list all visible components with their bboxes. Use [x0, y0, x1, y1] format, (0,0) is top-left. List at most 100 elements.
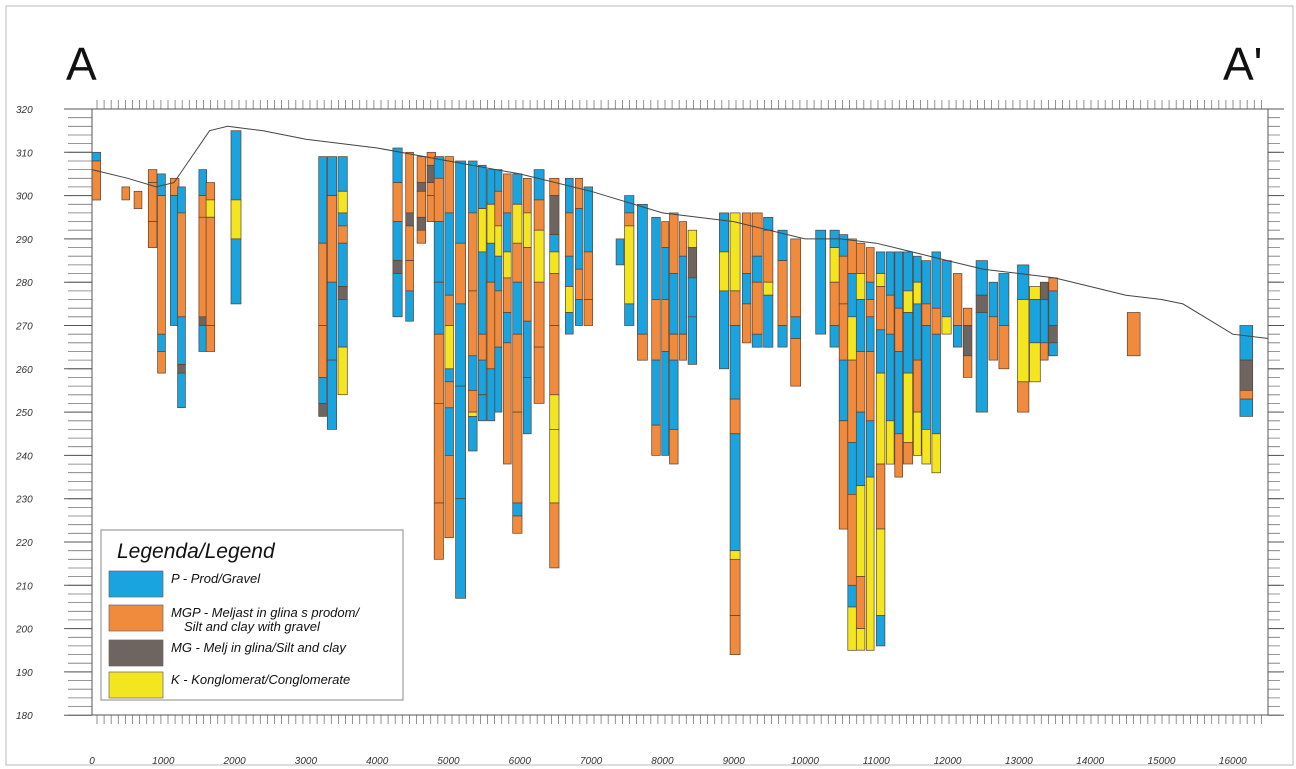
layer-mgp [962, 355, 973, 378]
section-start-label: A [66, 38, 97, 90]
layer-mg [687, 247, 698, 279]
layer-mg [1039, 281, 1049, 300]
borehole [468, 160, 478, 452]
layer-p [512, 502, 523, 517]
layer-p [337, 242, 348, 287]
borehole [941, 260, 952, 335]
layer-p [405, 290, 414, 322]
borehole [661, 221, 670, 456]
borehole [998, 273, 1010, 370]
layer-p [468, 355, 478, 391]
layer-p [894, 351, 903, 435]
layer-k [855, 273, 866, 300]
borehole [865, 247, 875, 651]
layer-k [729, 550, 741, 560]
layer-mgp [503, 173, 512, 214]
legend-swatch-mg [108, 639, 164, 667]
y-tick-label: 260 [15, 365, 33, 376]
layer-mgp [444, 381, 454, 409]
borehole [790, 238, 802, 387]
borehole [962, 307, 973, 378]
layer-p [177, 372, 186, 409]
layer-p [741, 273, 752, 305]
layer-k [921, 429, 931, 465]
layer-p [637, 203, 648, 335]
layer-mg [975, 294, 988, 313]
layer-p [326, 281, 337, 361]
x-tick-label: 9000 [723, 756, 746, 767]
layer-mg [549, 195, 560, 235]
layer-k [549, 251, 560, 274]
borehole [426, 151, 437, 222]
layer-mgp [444, 455, 454, 539]
legend-swatch-p [108, 570, 164, 598]
layer-k [719, 251, 730, 292]
layer-p [455, 385, 466, 500]
layer-k [468, 411, 478, 417]
borehole [1048, 277, 1058, 357]
layer-p [913, 255, 922, 283]
layer-p [1239, 398, 1254, 417]
layer-k [230, 199, 242, 240]
y-tick-label: 240 [15, 451, 33, 462]
layer-mg [392, 260, 403, 274]
layer-p [455, 498, 466, 599]
x-tick-label: 12000 [934, 756, 962, 767]
layer-mgp [433, 177, 444, 222]
borehole [624, 195, 635, 326]
layer-mgp [549, 325, 560, 396]
layer-p [651, 216, 661, 300]
layer-mgp [751, 212, 763, 257]
layer-p [157, 333, 166, 352]
borehole [337, 156, 348, 396]
layer-p [444, 368, 454, 383]
layer-p [903, 251, 914, 292]
x-tick-label: 11000 [863, 756, 891, 767]
y-tick-label: 230 [15, 495, 33, 506]
layer-mg [318, 403, 327, 417]
legend-label-k: K - Konglomerat/Conglomerate [171, 672, 350, 687]
layer-k [903, 290, 914, 313]
borehole [1239, 325, 1254, 417]
layer-mgp [637, 333, 648, 361]
layer-p [847, 273, 857, 318]
layer-k [486, 203, 496, 244]
layer-p [575, 208, 583, 270]
layer-p [777, 325, 788, 348]
layer-mgp [416, 156, 427, 183]
layer-mgp [624, 212, 635, 227]
x-tick-label: 0 [89, 756, 95, 767]
layer-mgp [318, 242, 327, 326]
layer-mgp [494, 290, 503, 348]
layer-p [1048, 290, 1058, 326]
borehole [455, 160, 466, 599]
layer-mgp [829, 281, 840, 326]
borehole [478, 164, 487, 422]
layer-mgp [1126, 312, 1141, 357]
layer-p [885, 333, 895, 422]
layer-p [583, 186, 593, 253]
layer-mgp [669, 212, 679, 274]
layer-mgp [921, 303, 931, 326]
borehole [444, 156, 454, 539]
layer-mgp [337, 225, 348, 244]
layer-p [679, 255, 687, 335]
layer-mgp [157, 195, 166, 335]
layer-mgp [1017, 381, 1030, 413]
layer-p [661, 351, 670, 456]
layer-p [763, 216, 774, 231]
borehole [1039, 281, 1049, 361]
layer-p [523, 320, 532, 378]
borehole [913, 255, 922, 456]
layer-mgp [468, 390, 478, 413]
layer-p [669, 273, 679, 335]
y-tick-label: 300 [16, 192, 33, 203]
layer-p [433, 221, 444, 283]
borehole [829, 229, 840, 348]
layer-p [198, 169, 208, 196]
y-tick-label: 290 [15, 235, 33, 246]
y-axis: 180 190 200 210 220 230 240 250 260 270 280 290 300 3… [15, 105, 1284, 722]
layer-p [829, 325, 840, 348]
borehole [931, 251, 941, 474]
layer-p [975, 312, 988, 413]
